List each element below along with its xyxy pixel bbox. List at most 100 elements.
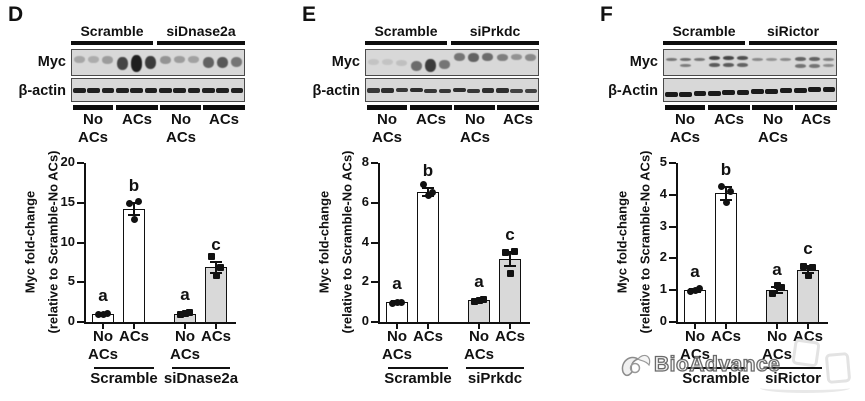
lane-cond-label: No	[377, 111, 397, 128]
lane-group-bar	[752, 105, 793, 110]
y-tick-label: 6	[361, 193, 369, 209]
error-cap-top	[128, 201, 140, 204]
actin-band	[765, 89, 778, 94]
x-category-label: ACs	[118, 328, 149, 345]
blot-group-underline	[71, 41, 153, 45]
blot-group-label-sirna: siPrkdc	[469, 23, 521, 39]
x-tick-mark	[694, 324, 696, 329]
x-tick-mark	[478, 324, 480, 329]
myc-band	[808, 64, 820, 68]
x-category-label: No	[175, 328, 195, 345]
lane-cond-label: ACs	[121, 111, 152, 128]
x-category-label: ACs	[87, 346, 118, 363]
bar	[684, 290, 706, 322]
actin-row-label: β-Actin	[608, 83, 658, 99]
actin-band	[424, 89, 437, 93]
lane-cond-label: No	[675, 111, 695, 128]
sig-letter: b	[128, 175, 140, 195]
y-tick-label: 8	[361, 154, 369, 169]
y-tick-mark	[77, 241, 84, 244]
sig-letter: b	[720, 159, 732, 179]
data-point	[717, 183, 725, 191]
x-tick-mark	[184, 324, 186, 329]
myc-band	[130, 55, 142, 72]
lane-cond-label: ACs	[208, 111, 239, 128]
lane-cond-label: ACs	[415, 111, 446, 128]
myc-row-label: Myc	[37, 54, 66, 70]
y-tick-label: 5	[659, 154, 667, 169]
x-tick-mark	[725, 324, 727, 329]
x-category-label: ACs	[200, 328, 231, 345]
lane-group-bar	[160, 105, 201, 110]
faint-watermark-shape	[824, 352, 852, 384]
error-bar	[133, 202, 135, 216]
blot-group-underline	[749, 41, 837, 45]
watermark: BioAdvance	[618, 350, 781, 380]
actin-band	[438, 89, 452, 93]
chart-plot: Myc fold-change (relative to Scramble-No…	[0, 150, 288, 401]
myc-band	[751, 58, 763, 61]
myc-band	[765, 58, 777, 61]
data-point	[134, 198, 142, 206]
data-point	[388, 299, 396, 307]
lane-cond-label: ACs	[800, 111, 831, 128]
myc-band	[665, 58, 677, 61]
group-underline	[764, 367, 822, 369]
lane-cond-label: No	[763, 111, 783, 128]
myc-band	[216, 57, 228, 68]
y-axis-line	[84, 163, 86, 324]
actin-band	[693, 91, 707, 96]
actin-band	[202, 88, 215, 93]
myc-band	[396, 60, 408, 66]
group-underline	[172, 367, 230, 369]
y-tick-mark	[371, 162, 378, 164]
data-point	[510, 247, 518, 255]
y-tick-label: 4	[361, 233, 369, 249]
error-cap-top	[504, 251, 516, 254]
myc-band	[823, 64, 835, 67]
y-tick-label: 1	[659, 281, 667, 297]
y-axis-line	[378, 163, 380, 324]
myc-blot-box	[365, 49, 539, 76]
myc-blot-box	[71, 49, 245, 76]
actin-band	[808, 87, 821, 92]
actin-band	[173, 88, 186, 93]
myc-band	[510, 54, 522, 60]
group-label-scramble: Scramble	[90, 370, 158, 387]
actin-band	[73, 88, 86, 93]
y-tick-label: 0	[67, 313, 75, 328]
blot-group-underline	[451, 41, 539, 45]
data-point	[125, 200, 133, 208]
actin-band	[665, 92, 678, 97]
data-point	[393, 298, 401, 306]
lane-cond-label: No	[83, 111, 103, 128]
group-underline	[686, 367, 746, 369]
actin-band	[144, 88, 158, 93]
actin-band	[467, 89, 480, 93]
y-tick-label: 3	[659, 217, 667, 233]
lane-cond-label: ACs	[459, 129, 490, 146]
watermark-text: BioAdvance	[653, 352, 781, 376]
actin-band	[130, 88, 143, 93]
data-point	[419, 181, 427, 189]
blot-group-label-scramble: Scramble	[374, 23, 438, 39]
group-underline	[466, 367, 524, 369]
x-tick-mark	[807, 324, 809, 329]
blot-group-label-sirna: siDnase2a	[166, 23, 236, 39]
actin-band	[722, 90, 735, 95]
x-category-label: ACs	[710, 328, 741, 345]
data-point	[94, 310, 102, 318]
x-category-label: ACs	[169, 346, 200, 363]
myc-band	[694, 58, 706, 61]
group-label-scramble: Scramble	[384, 370, 452, 387]
myc-band	[794, 57, 806, 61]
x-tick-mark	[509, 324, 511, 329]
sig-letter: a	[474, 272, 484, 292]
chart-plot: Myc fold-change (relative to Scramble-No…	[592, 150, 865, 401]
myc-band	[722, 63, 734, 67]
lane-group-bar	[454, 105, 495, 110]
error-bar	[725, 186, 727, 200]
actin-row-label: β-actin	[18, 83, 66, 99]
y-tick-mark	[77, 162, 84, 164]
myc-band	[73, 56, 85, 63]
